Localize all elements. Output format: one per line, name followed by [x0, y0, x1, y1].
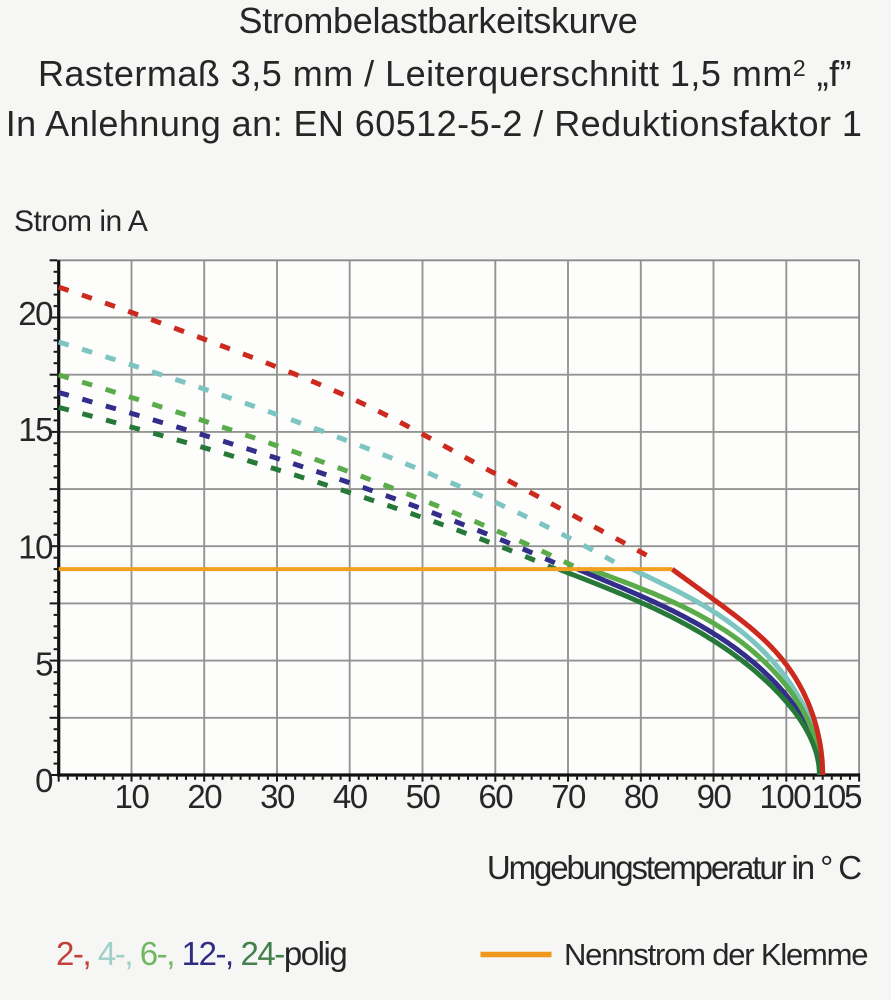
- svg-text:90: 90: [697, 778, 732, 815]
- svg-text:40: 40: [333, 778, 368, 815]
- svg-text:100: 100: [760, 778, 812, 815]
- svg-text:0: 0: [35, 762, 53, 799]
- svg-text:10: 10: [115, 778, 150, 815]
- svg-text:80: 80: [624, 778, 659, 815]
- svg-text:Umgebungstemperatur in ° C: Umgebungstemperatur in ° C: [487, 849, 861, 886]
- svg-text:Strombelastbarkeitskurve: Strombelastbarkeitskurve: [239, 0, 638, 41]
- svg-text:Strom in A: Strom in A: [14, 205, 148, 238]
- svg-text:15: 15: [18, 411, 52, 448]
- svg-text:50: 50: [406, 778, 441, 815]
- svg-text:60: 60: [478, 778, 513, 815]
- svg-text:5: 5: [35, 646, 52, 683]
- svg-text:20: 20: [187, 778, 222, 815]
- svg-text:10: 10: [18, 529, 53, 566]
- svg-text:Nennstrom der Klemme: Nennstrom der Klemme: [564, 937, 867, 972]
- svg-text:20: 20: [18, 295, 53, 332]
- svg-text:2-, 4-, 6-, 12-, 24-polig: 2-, 4-, 6-, 12-, 24-polig: [56, 935, 346, 972]
- svg-text:30: 30: [260, 778, 295, 815]
- svg-text:Rastermaß 3,5 mm / Leiterquers: Rastermaß 3,5 mm / Leiterquerschnitt 1,5…: [38, 53, 852, 94]
- svg-text:In Anlehnung an: EN 60512-5-2: In Anlehnung an: EN 60512-5-2 / Reduktio…: [6, 103, 863, 144]
- svg-text:70: 70: [551, 778, 586, 815]
- svg-text:105: 105: [811, 778, 861, 815]
